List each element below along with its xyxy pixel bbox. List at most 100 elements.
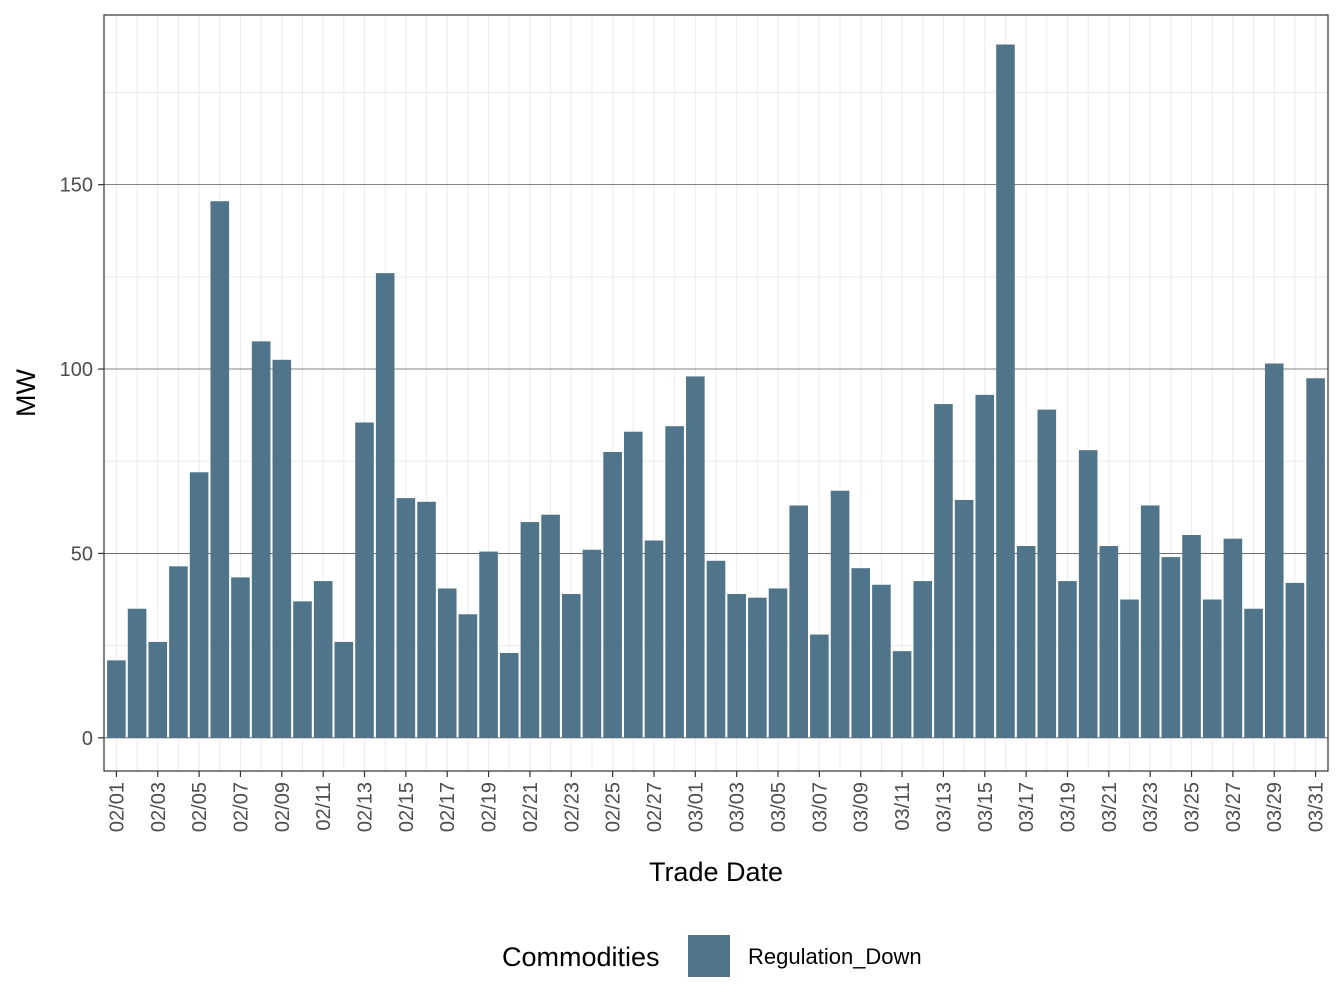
- bar-02-25: [603, 452, 622, 738]
- bar-03-06: [789, 505, 809, 738]
- plot-panel-border: [103, 14, 1329, 772]
- bar-03-07: [810, 634, 829, 738]
- bar-03-27: [1223, 538, 1243, 738]
- legend-label-regulation-down: Regulation_Down: [748, 944, 922, 969]
- legend-title: Commodities: [502, 942, 660, 972]
- bar-03-21: [1099, 546, 1119, 738]
- bar-03-29: [1264, 363, 1284, 738]
- bar-02-04: [169, 566, 188, 738]
- bar-03-31: [1306, 378, 1325, 738]
- x-tick-label: 02/13: [355, 782, 377, 832]
- x-tick-label: 02/09: [272, 782, 294, 832]
- bar-03-03: [727, 593, 746, 738]
- y-axis: 0 50 100 150: [60, 175, 104, 750]
- y-tick-label: 50: [71, 543, 93, 565]
- x-tick-label: 03/31: [1306, 782, 1328, 832]
- bar-03-28: [1244, 608, 1263, 738]
- x-tick-label: 03/21: [1099, 782, 1121, 832]
- bar-02-16: [417, 501, 436, 738]
- bar-03-25: [1182, 534, 1201, 738]
- x-tick-label: 03/09: [851, 782, 873, 832]
- bar-02-14: [375, 273, 395, 738]
- bar-03-10: [872, 584, 891, 738]
- x-tick-label: 02/05: [189, 782, 211, 832]
- bar-03-24: [1161, 557, 1181, 738]
- bar-03-12: [913, 581, 933, 738]
- bar-03-13: [934, 404, 953, 738]
- y-tick-label: 0: [82, 728, 93, 750]
- bar-02-24: [582, 549, 602, 738]
- x-tick-label: 03/29: [1264, 782, 1286, 832]
- y-tick-label: 150: [60, 175, 93, 197]
- x-tick-label: 03/17: [1016, 782, 1038, 832]
- x-tick-label: 02/11: [313, 782, 335, 831]
- legend: Commodities Regulation_Down: [502, 935, 922, 977]
- bar-02-12: [334, 641, 354, 738]
- x-tick-label: 02/25: [603, 782, 625, 832]
- bar-03-20: [1078, 450, 1098, 738]
- x-tick-label: 03/07: [809, 782, 831, 832]
- x-tick-label: 03/19: [1057, 782, 1079, 832]
- bars: [107, 44, 1325, 738]
- x-tick-label: 03/11: [892, 782, 914, 831]
- bar-03-02: [706, 560, 726, 738]
- bar-03-01: [686, 376, 705, 738]
- bar-02-20: [499, 652, 519, 738]
- bar-02-06: [210, 201, 230, 738]
- x-tick-label: 03/03: [727, 782, 749, 832]
- bar-02-23: [561, 593, 581, 738]
- bar-02-17: [437, 588, 457, 738]
- x-tick-label: 02/21: [520, 782, 542, 832]
- bar-03-30: [1285, 582, 1305, 738]
- x-tick-label: 02/17: [437, 782, 459, 832]
- x-tick-label: 03/27: [1223, 782, 1245, 832]
- bar-02-08: [251, 341, 271, 738]
- bar-03-09: [851, 568, 871, 738]
- x-tick-label: 03/25: [1182, 782, 1204, 832]
- bar-02-11: [313, 581, 333, 738]
- bar-03-04: [748, 597, 767, 738]
- bar-03-17: [1016, 546, 1036, 738]
- y-axis-title: MW: [11, 369, 41, 417]
- y-tick-label: 100: [60, 359, 93, 381]
- bar-02-05: [189, 472, 209, 738]
- bar-03-08: [830, 490, 850, 738]
- x-tick-label: 03/05: [768, 782, 790, 832]
- bar-02-22: [541, 514, 560, 738]
- bar-03-26: [1202, 599, 1222, 738]
- bar-02-10: [293, 601, 312, 738]
- bar-02-21: [520, 522, 540, 738]
- x-tick-label: 02/03: [148, 782, 170, 832]
- bar-02-03: [148, 641, 168, 738]
- bar-03-19: [1058, 581, 1077, 738]
- bar-03-14: [954, 499, 974, 738]
- bar-03-15: [975, 394, 995, 738]
- x-tick-label: 03/23: [1140, 782, 1162, 832]
- bar-02-18: [458, 614, 478, 738]
- bar-02-09: [272, 359, 292, 738]
- bar-03-18: [1037, 409, 1057, 738]
- bar-03-11: [892, 651, 912, 738]
- legend-key-regulation-down: [688, 935, 730, 977]
- x-tick-label: 02/01: [106, 782, 128, 832]
- bar-02-15: [396, 498, 416, 738]
- bar-02-26: [623, 431, 643, 738]
- bar-02-02: [127, 608, 147, 738]
- bar-03-05: [768, 588, 788, 738]
- bar-02-19: [479, 551, 498, 738]
- x-tick-label: 03/13: [933, 782, 955, 832]
- bar-02-27: [644, 540, 664, 738]
- x-tick-label: 03/15: [975, 782, 997, 832]
- bar-03-22: [1120, 599, 1139, 738]
- x-tick-label: 02/27: [644, 782, 666, 832]
- bar-02-13: [355, 422, 374, 738]
- bar-03-16: [996, 44, 1015, 738]
- bar-02-01: [107, 660, 126, 738]
- bar-03-23: [1140, 505, 1160, 738]
- x-axis: 02/01 02/03 02/05 02/07 02/09 02/11 02/13 02/15…: [106, 771, 1328, 832]
- x-tick-label: 02/15: [396, 782, 418, 832]
- x-tick-label: 02/19: [479, 782, 501, 832]
- x-tick-label: 02/07: [230, 782, 252, 832]
- bar-02-28: [665, 426, 684, 738]
